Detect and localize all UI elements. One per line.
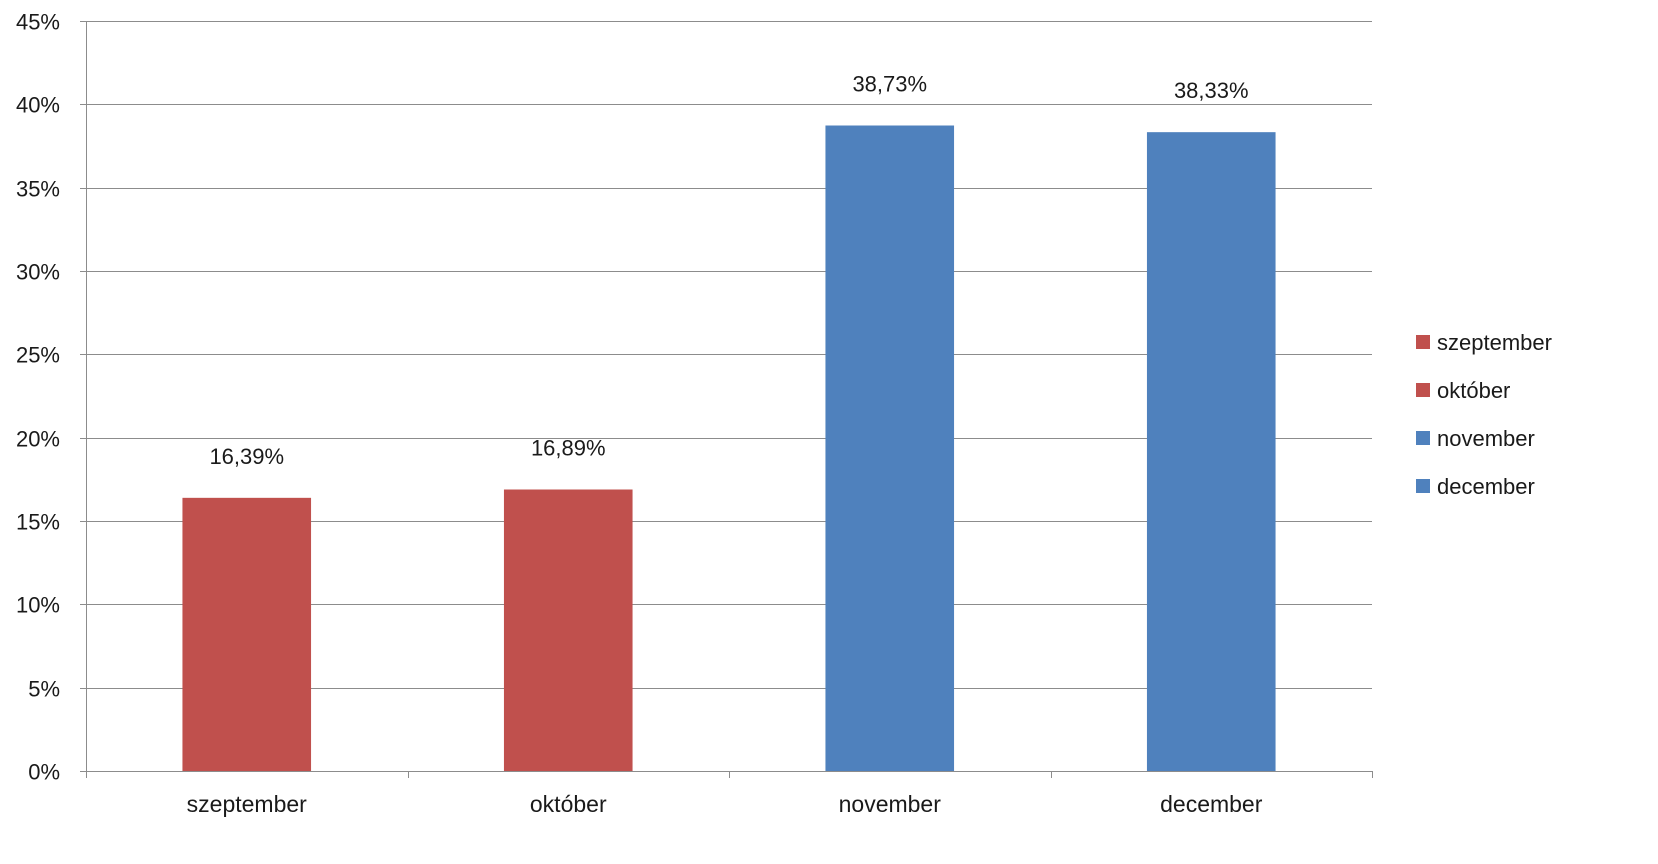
data-label: 16,39% <box>209 444 284 469</box>
legend-label: szeptember <box>1437 330 1552 355</box>
bar-szeptember <box>182 498 311 771</box>
legend-label: december <box>1437 474 1535 499</box>
x-tick-label: november <box>839 791 942 817</box>
data-label: 38,33% <box>1174 78 1249 103</box>
y-tick-label: 15% <box>16 510 60 535</box>
legend-swatch <box>1416 335 1430 349</box>
y-tick-label: 25% <box>16 343 60 368</box>
y-tick-label: 35% <box>16 177 60 202</box>
data-labels: 16,39% 16,89% 38,73% 38,33% <box>209 72 1248 469</box>
y-tick-label: 45% <box>16 10 60 35</box>
x-tick-label: december <box>1160 791 1263 817</box>
x-tick-label: október <box>530 791 607 817</box>
y-tick-label: 30% <box>16 260 60 285</box>
y-tick-label: 10% <box>16 593 60 618</box>
legend-label: november <box>1437 426 1535 451</box>
data-label: 38,73% <box>852 72 927 97</box>
y-tick-label: 40% <box>16 93 60 118</box>
bar-december <box>1147 132 1276 771</box>
legend-swatch <box>1416 431 1430 445</box>
bar-október <box>504 490 633 772</box>
legend-swatch <box>1416 383 1430 397</box>
bars <box>182 126 1275 772</box>
y-tick-label: 5% <box>28 677 60 702</box>
y-axis-tick-labels: 0% 5% 10% 15% 20% 25% 30% 35% 40% 45% <box>16 10 60 785</box>
y-tick-label: 20% <box>16 427 60 452</box>
x-tick-label: szeptember <box>187 791 308 817</box>
y-tick-label: 0% <box>28 760 60 785</box>
data-label: 16,89% <box>531 436 606 461</box>
legend-swatch <box>1416 479 1430 493</box>
legend: szeptember október november december <box>1416 330 1552 499</box>
bar-november <box>825 126 954 772</box>
x-axis-category-labels: szeptember október november december <box>187 791 1263 817</box>
legend-label: október <box>1437 378 1510 403</box>
